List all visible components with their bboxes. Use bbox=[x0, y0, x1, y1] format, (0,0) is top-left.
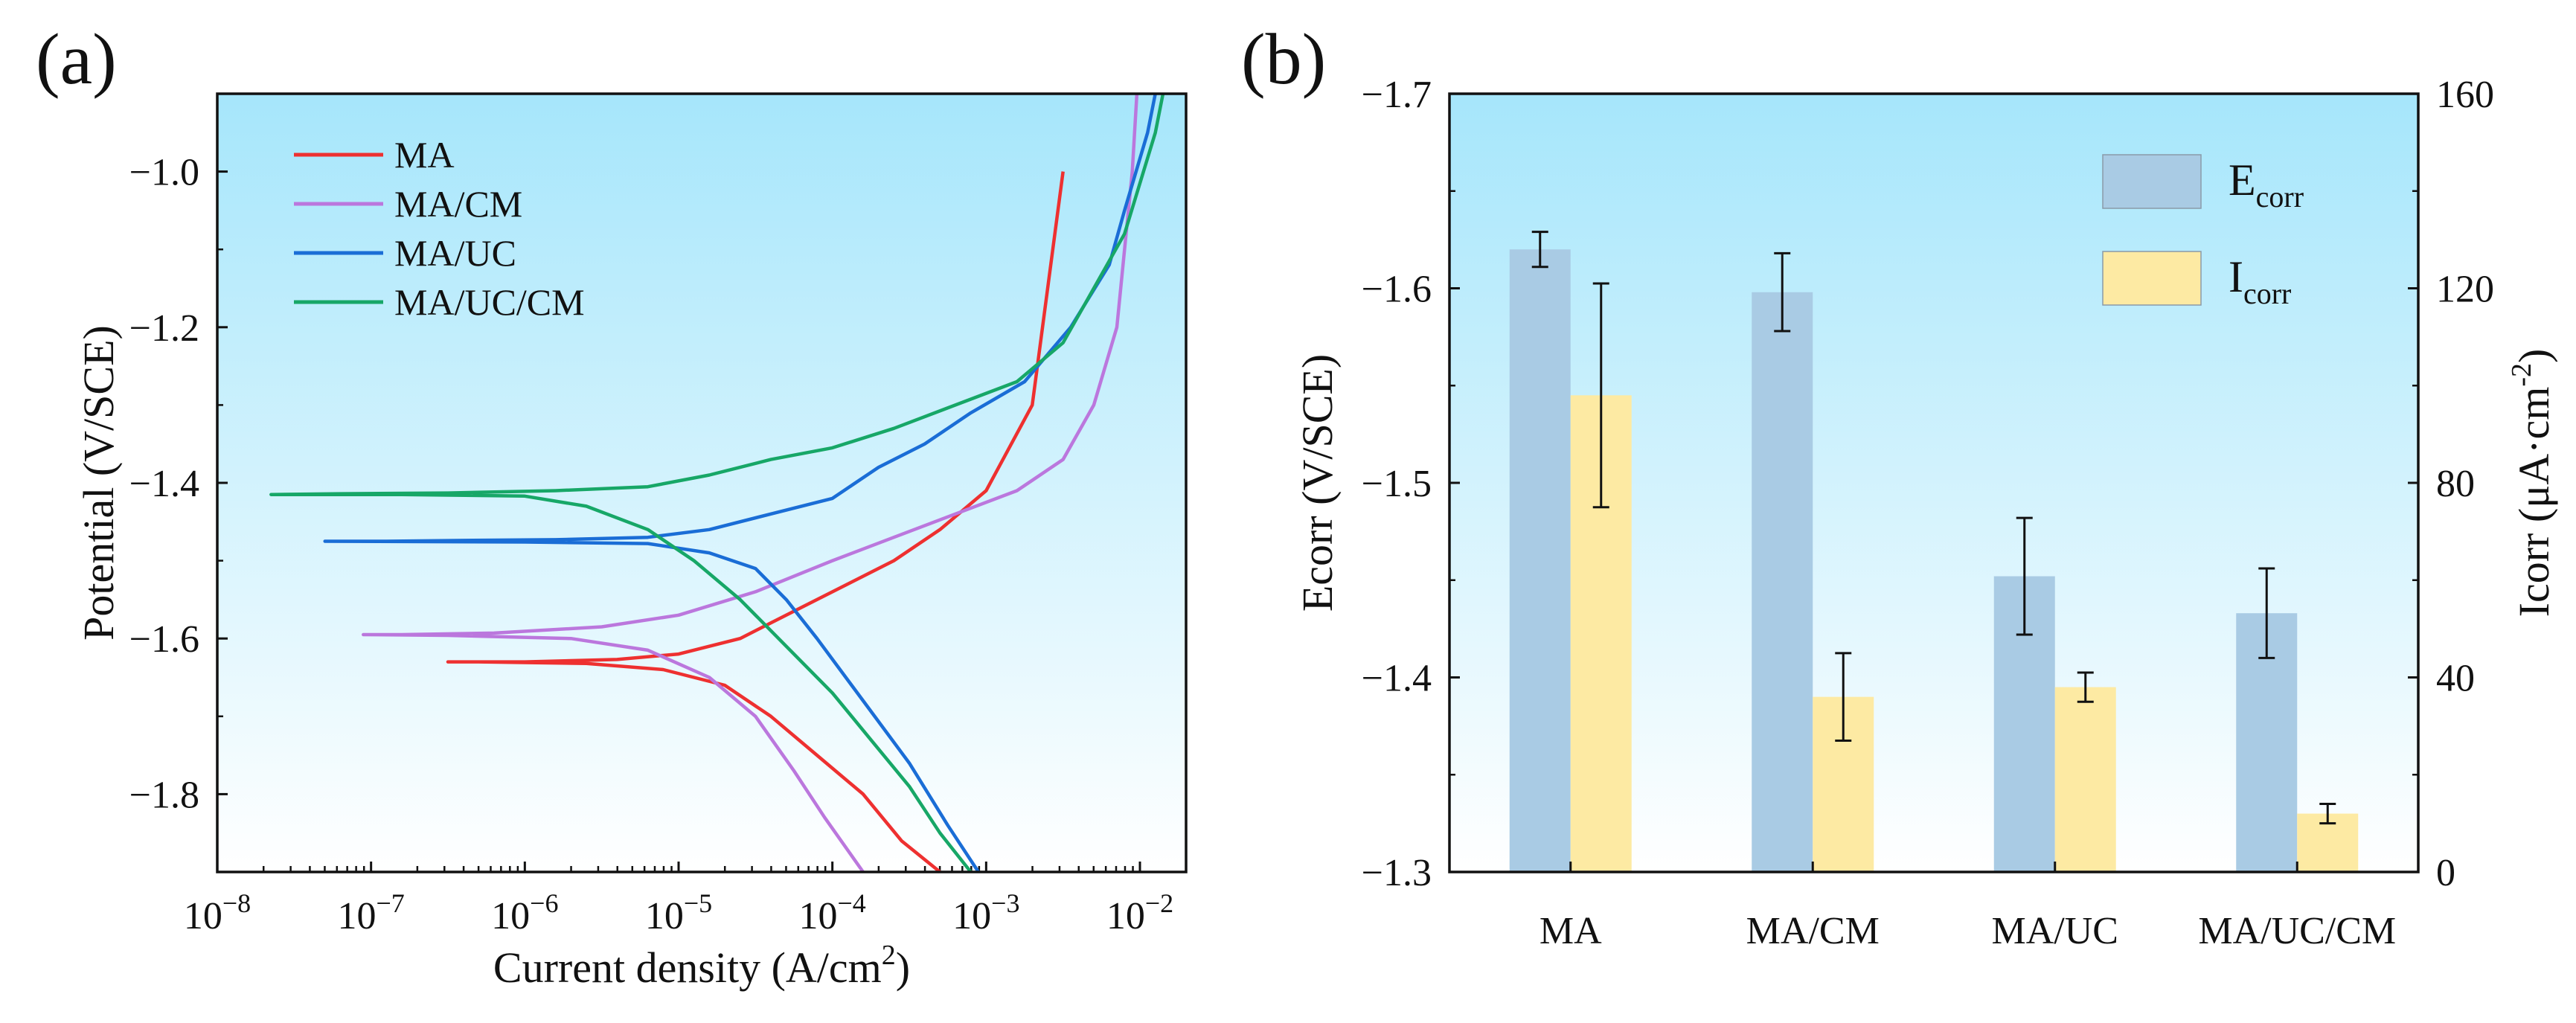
polarization-curve-ma bbox=[446, 171, 1065, 873]
panel-a-y-axis-label: Potential (V/SCE) bbox=[74, 325, 123, 641]
y-tick-label: −1.6 bbox=[129, 618, 199, 661]
panel-a-plot-background bbox=[217, 94, 1186, 872]
category-label: MA bbox=[1539, 910, 1602, 952]
y-tick-label: −1.2 bbox=[129, 307, 199, 350]
panel-b-frame bbox=[1448, 92, 2420, 873]
x-tick-exponent: −6 bbox=[530, 888, 558, 918]
polarization-curve-ma-cm bbox=[362, 93, 1139, 873]
y-tick-label: −1.0 bbox=[129, 152, 199, 194]
legend-label: MA/CM bbox=[394, 183, 522, 225]
panel-b-left-ticks: −1.7 −1.6 −1.5 −1.4 −1.3 bbox=[1362, 74, 1460, 894]
x-tick-label: 10−3 bbox=[952, 888, 1019, 937]
category-label: MA/UC bbox=[1992, 910, 2118, 952]
x-tick-base: 10 bbox=[491, 895, 530, 937]
panel-b-label: (b) bbox=[1241, 19, 1326, 100]
panel-b-left-axis-label: Ecorr (V/SCE) bbox=[1293, 354, 1342, 612]
right-y-tick-label: 120 bbox=[2436, 269, 2494, 311]
panel-a-curves bbox=[269, 93, 1165, 873]
legend-label-subscript: corr bbox=[2243, 277, 2291, 310]
x-tick-label: 10−6 bbox=[491, 888, 558, 937]
panel-a-y-ticks: −1.0 −1.2 −1.4 −1.6 −1.8 bbox=[129, 92, 228, 873]
panel-b-category-labels: MA MA/CM MA/UC MA/UC/CM bbox=[1539, 862, 2396, 952]
left-y-tick-label: −1.6 bbox=[1362, 269, 1432, 311]
ecorr-bar bbox=[1752, 292, 1813, 873]
panel-a-label: (a) bbox=[36, 19, 117, 100]
x-tick-label: 10−4 bbox=[799, 888, 866, 937]
x-tick-label: 10−5 bbox=[645, 888, 712, 937]
y-tick-label: −1.4 bbox=[129, 463, 199, 505]
category-label: MA/UC/CM bbox=[2198, 910, 2396, 952]
x-tick-base: 10 bbox=[338, 895, 377, 937]
x-tick-label: 10−2 bbox=[1106, 888, 1173, 937]
legend-label: Ecorr bbox=[2229, 155, 2304, 214]
panel-b-right-axis-label: Icorr (μA·cm-2) bbox=[2506, 349, 2558, 618]
x-tick-base: 10 bbox=[184, 895, 222, 937]
icorr-bar bbox=[2054, 687, 2116, 872]
legend-label-main: E bbox=[2229, 155, 2256, 205]
legend-swatch bbox=[2102, 154, 2202, 209]
x-tick-base: 10 bbox=[645, 895, 684, 937]
legend-label: MA/UC bbox=[394, 232, 516, 274]
polarization-curve-ma-uc bbox=[323, 93, 1157, 873]
left-y-tick-label: −1.4 bbox=[1362, 658, 1432, 700]
right-y-tick-label: 40 bbox=[2436, 658, 2475, 700]
x-tick-base: 10 bbox=[799, 895, 838, 937]
right-y-tick-label: 0 bbox=[2436, 852, 2455, 894]
x-tick-label: 10−7 bbox=[338, 888, 405, 937]
right-y-tick-label: 160 bbox=[2436, 74, 2494, 116]
legend-label: MA/UC/CM bbox=[394, 281, 585, 323]
legend-label: MA bbox=[394, 134, 455, 176]
panel-a-x-axis-label: Current density (A/cm2) bbox=[493, 940, 910, 992]
panel-b-bars bbox=[1509, 231, 2359, 873]
x-tick-label: 10−8 bbox=[184, 888, 251, 937]
x-tick-base: 10 bbox=[952, 895, 991, 937]
panel-a-x-ticks: 10−8 10−7 10−6 10−5 10−4 10−3 10−2 bbox=[184, 862, 1173, 937]
x-tick-exponent: −8 bbox=[222, 888, 251, 918]
left-y-tick-label: −1.3 bbox=[1362, 852, 1432, 894]
right-y-tick-label: 80 bbox=[2436, 463, 2475, 505]
y-tick-label: −1.8 bbox=[129, 774, 199, 816]
legend-label-main: I bbox=[2229, 252, 2243, 301]
category-label: MA/CM bbox=[1746, 910, 1880, 952]
legend-label: Icorr bbox=[2229, 252, 2291, 310]
panel-a-frame bbox=[216, 92, 1188, 873]
legend-label-subscript: corr bbox=[2256, 180, 2304, 214]
x-tick-exponent: −3 bbox=[991, 888, 1019, 918]
x-tick-base: 10 bbox=[1106, 895, 1145, 937]
left-y-tick-label: −1.5 bbox=[1362, 463, 1432, 505]
ecorr-bar bbox=[1509, 249, 1571, 872]
x-tick-exponent: −2 bbox=[1145, 888, 1173, 918]
x-tick-exponent: −4 bbox=[838, 888, 866, 918]
polarization-curve-ma-uc-cm bbox=[269, 93, 1165, 873]
panel-a-legend: MA MA/CM MA/UC MA/UC/CM bbox=[294, 134, 585, 323]
left-y-tick-label: −1.7 bbox=[1362, 74, 1432, 116]
legend-swatch bbox=[2102, 251, 2202, 306]
x-tick-exponent: −5 bbox=[684, 888, 712, 918]
panel-b-right-ticks: 160 120 80 40 0 bbox=[2408, 74, 2494, 894]
x-tick-exponent: −7 bbox=[377, 888, 405, 918]
